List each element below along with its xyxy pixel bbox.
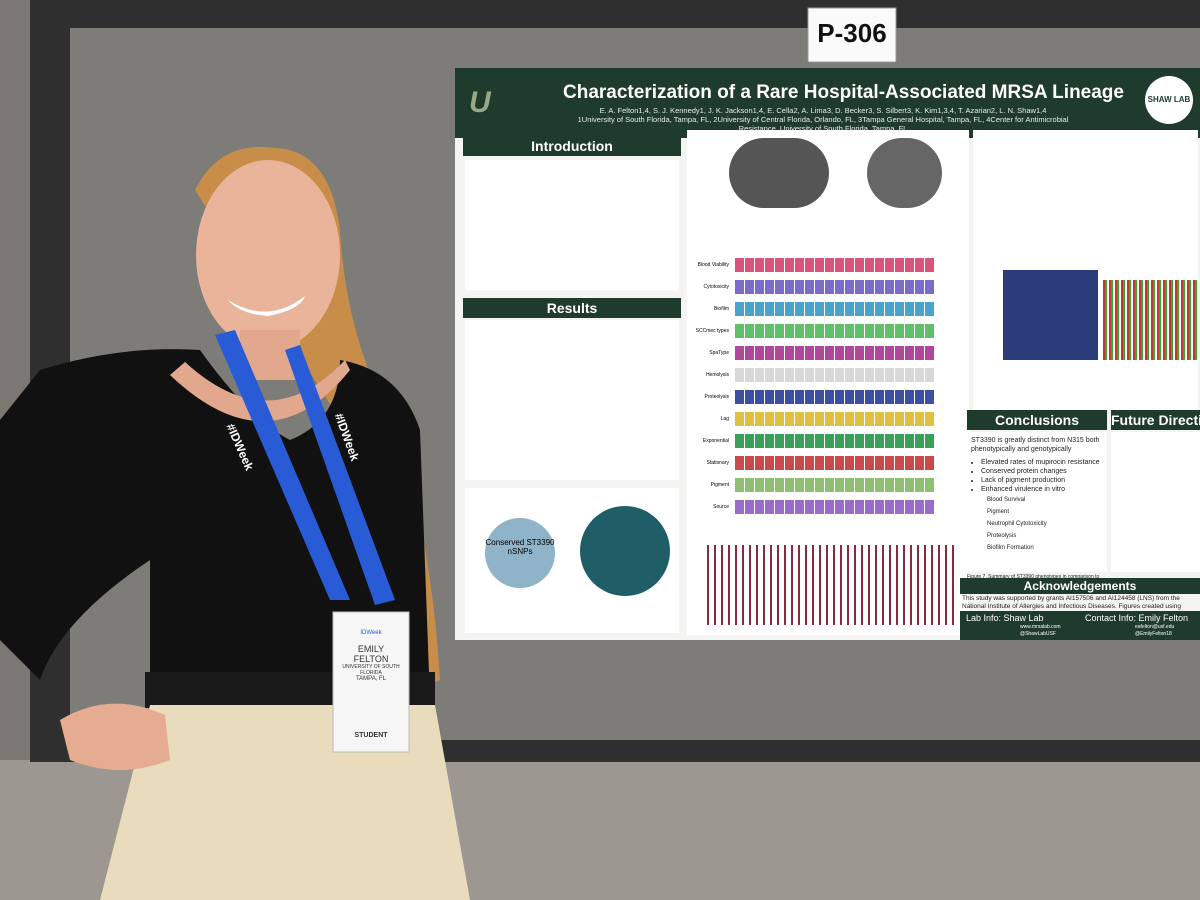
row-label: SpaType (709, 350, 729, 356)
phenotype-row: Source (687, 500, 947, 516)
skirt (100, 705, 470, 900)
phenotype-row: Lag (687, 412, 947, 428)
phenotype-row: Stationary (687, 456, 947, 472)
figure-panel (1111, 432, 1200, 572)
poster-title: Characterization of a Rare Hospital-Asso… (563, 82, 1124, 103)
phenotype-row: SCCmec types (687, 324, 947, 340)
heat-row (735, 434, 935, 448)
diagram-label: Blood Survival (987, 497, 1026, 503)
heat-row (735, 368, 935, 382)
row-label: Blood Viability (697, 262, 729, 268)
board-number: P-306 (817, 18, 887, 48)
heat-row (735, 324, 935, 338)
badge-role: STUDENT (354, 732, 388, 739)
lanyard-right (285, 345, 395, 605)
face (196, 160, 340, 350)
row-label: Biofilm (713, 306, 729, 312)
badge-last-name: FELTON (353, 654, 389, 664)
row-label: Exponential (702, 438, 729, 444)
diagram-label: Biofilm Formation (987, 545, 1034, 551)
board-card (807, 7, 897, 63)
heat-row (735, 258, 935, 272)
circle-plot (580, 506, 670, 596)
phenotype-row: Proteolysis (687, 390, 947, 406)
conclusion-point: Lack of pigment production (981, 476, 1107, 485)
phenotype-row: SpaType (687, 346, 947, 362)
hand (60, 703, 170, 770)
usf-logo: U (469, 86, 491, 119)
conclusion-point: Enhanced virulence in vitro (981, 485, 1107, 494)
badge-city: TAMPA, FL (355, 676, 387, 682)
genome-map (707, 545, 957, 625)
row-label: Hemolysis (705, 372, 729, 378)
conclusions: ST3390 is greatly distinct from N315 bot… (967, 432, 1107, 572)
phenotype-row: Cytotoxicity (687, 280, 947, 296)
phenotype-row: Pigment (687, 478, 947, 494)
smile (228, 296, 305, 316)
contact-handle: @EmilyFelton18 (1135, 631, 1172, 637)
lab-info: Lab Info: Shaw Lab (966, 613, 1044, 623)
conclusion-point: Elevated rates of mupirocin resistance (981, 458, 1107, 467)
row-label: Stationary (706, 460, 729, 466)
heat-row (735, 390, 935, 404)
figure-label: Conserved ST3390 nSNPs (485, 518, 555, 588)
authors: E. A. Felton1,4, S. J. Kennedy1, J. K. J… (599, 106, 1047, 115)
badge-text: IDWeek EMILY FELTON UNIVERSITY OF SOUTH … (335, 630, 407, 739)
phenotype-row: Biofilm (687, 302, 947, 318)
lab-handle: @ShawLabUSF (1020, 631, 1056, 637)
section-heading: Results (463, 298, 681, 318)
contact-info: Contact Info: Emily Felton (1085, 613, 1189, 623)
figure-panel (465, 320, 679, 480)
heat-row (735, 346, 935, 360)
info-bar: Lab Info: Shaw Lab www.mrsalab.com @Shaw… (960, 611, 1200, 640)
conclusion-lead: ST3390 is greatly distinct from N315 bot… (971, 437, 1100, 453)
row-label: Cytotoxicity (703, 284, 729, 290)
plate (729, 138, 829, 208)
figure-panel (973, 130, 1198, 410)
lab-logo: SHAW LAB (1145, 76, 1193, 124)
conclusion-diagram: Blood Survival Pigment Neutrophil Cytotoxi… (987, 496, 1107, 553)
badge-first-name: EMILY (357, 644, 385, 654)
row-label: Proteolysis (704, 394, 729, 400)
section-heading: Conclusions (967, 410, 1107, 430)
conclusion-point: Conserved protein changes (981, 467, 1107, 476)
affiliations: 1University of South Florida, Tampa, FL,… (577, 115, 1069, 133)
row-label: Pigment (710, 482, 729, 488)
section-heading: Future Directions (1111, 410, 1200, 430)
heat-row (735, 478, 935, 492)
plate (867, 138, 942, 208)
diagram-label: Pigment (987, 509, 1010, 515)
row-label: Source (713, 504, 729, 510)
poster-header: U Characterization of a Rare Hospital-As… (455, 68, 1200, 138)
alignment (1103, 280, 1198, 360)
poster-authors: E. A. Felton1,4, S. J. Kennedy1, J. K. J… (563, 106, 1083, 133)
badge (332, 611, 410, 753)
diagram-label: Neutrophil Cytotoxicity (987, 521, 1047, 527)
contact-email: eafelton@usf.edu (1135, 624, 1175, 630)
phenotype-row: Exponential (687, 434, 947, 450)
section-heading: Introduction (463, 136, 681, 156)
heat-row (735, 302, 935, 316)
diagram-label: Proteolysis (987, 533, 1017, 539)
lab-url: www.mrsalab.com (1020, 624, 1061, 630)
section-heading: Acknowledgements (960, 578, 1200, 594)
badge-organization: UNIVERSITY OF SOUTH FLORIDA (342, 664, 400, 676)
figure-panel (465, 160, 679, 290)
phenotype-row: Hemolysis (687, 368, 947, 384)
heat-row (735, 456, 935, 470)
badge-logo: IDWeek (360, 630, 382, 636)
row-label: Lag (720, 416, 729, 422)
phenotype-figure: Blood Viability Cytotoxicity Biofilm SCCmec… (687, 130, 969, 635)
conclusion-list: Elevated rates of mupirocin resistanceCo… (971, 458, 1107, 494)
row-label: SCCmec types (695, 328, 729, 334)
figure-panel: Conserved ST3390 nSNPs (465, 488, 679, 633)
heat-row (735, 412, 935, 426)
heat-row (735, 500, 935, 514)
phenotype-row: Blood Viability (687, 258, 947, 274)
poster: U Characterization of a Rare Hospital-As… (455, 68, 1200, 640)
protein-structure (1003, 270, 1098, 360)
lanyard-left (215, 330, 350, 600)
heat-row (735, 280, 935, 294)
